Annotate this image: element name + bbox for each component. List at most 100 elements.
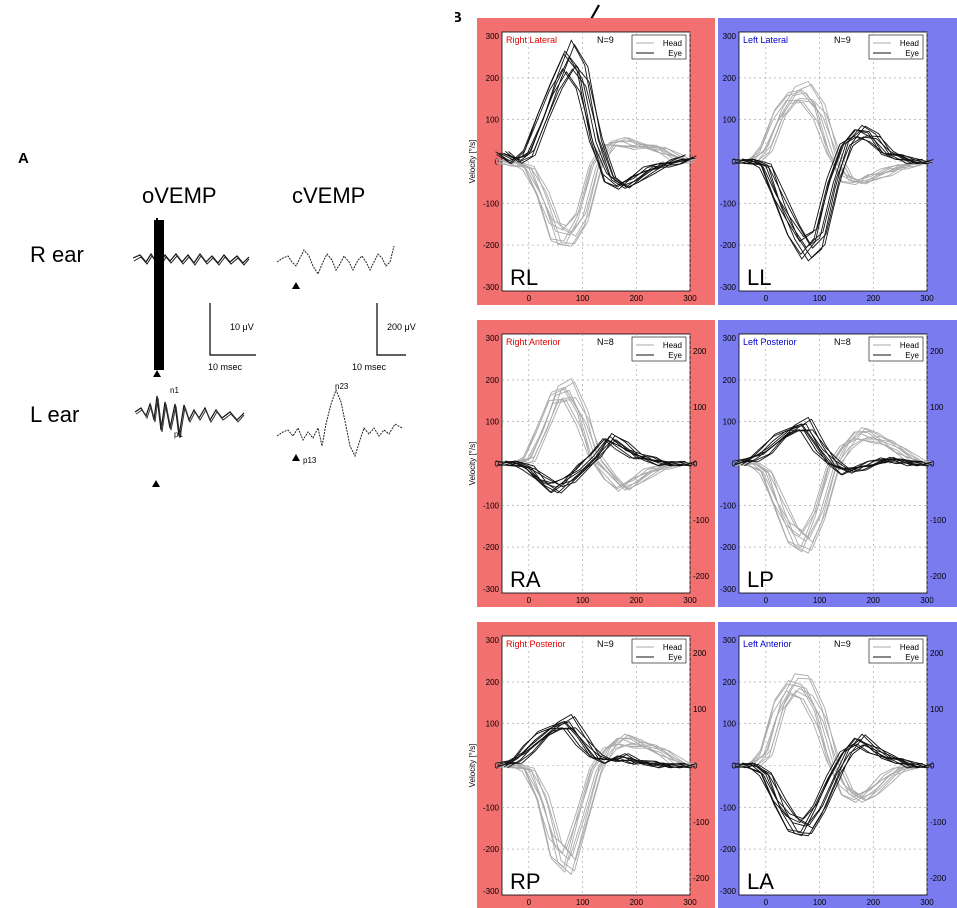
- cvemp-l-ear-trace: [276, 388, 403, 458]
- series-eye-trace: [501, 56, 691, 187]
- x-tick-label: 200: [867, 294, 881, 303]
- y-tick-label: -300: [483, 283, 500, 292]
- y-tick-label: -100: [720, 501, 737, 510]
- right-tick-label: 100: [693, 403, 707, 412]
- plot-area: [738, 635, 928, 896]
- chart-la: 0 100 200 300 300 200 100 0 -100 -200 -300 200 100 0 -…: [718, 622, 957, 908]
- series-head-trace: [499, 743, 688, 849]
- series-eye-trace: [495, 727, 684, 769]
- chart-title: Left Lateral: [743, 35, 788, 45]
- series-head-trace: [732, 438, 921, 537]
- series-head-trace: [495, 743, 684, 854]
- right-tick-label: -100: [930, 818, 947, 827]
- ovemp-header: oVEMP: [142, 183, 217, 208]
- y-tick-label: -300: [720, 585, 737, 594]
- series-eye-trace: [503, 39, 693, 189]
- series-eye-trace: [732, 136, 921, 242]
- x-tick-label: 200: [867, 596, 881, 605]
- y-tick-label: 200: [723, 376, 737, 385]
- x-tick-label: 0: [764, 294, 769, 303]
- series-head-trace: [508, 742, 697, 862]
- y-tick-label: 100: [486, 720, 500, 729]
- sample-size: N=8: [834, 337, 851, 347]
- y-axis-label: Velocity [°/s]: [468, 140, 477, 184]
- series-head-trace: [732, 99, 921, 183]
- x-tick-label: 100: [813, 898, 827, 907]
- series-eye-trace: [745, 429, 934, 473]
- series-eye-trace: [733, 737, 922, 833]
- y-tick-label: -200: [483, 543, 500, 552]
- right-tick-label: 0: [930, 762, 935, 771]
- y-tick-label: -200: [483, 845, 500, 854]
- right-tick-label: -100: [693, 516, 710, 525]
- series-eye-trace: [745, 135, 934, 249]
- x-tick-label: 100: [576, 294, 590, 303]
- y-tick-label: 100: [723, 720, 737, 729]
- right-tick-label: 200: [930, 347, 944, 356]
- panel-code: RA: [510, 567, 541, 592]
- y-tick-label: -200: [720, 241, 737, 250]
- chart-title: Right Anterior: [506, 337, 561, 347]
- y-tick-label: -200: [720, 543, 737, 552]
- series-head-trace: [733, 683, 922, 801]
- right-tick-label: 200: [693, 347, 707, 356]
- series-head-trace: [507, 381, 696, 490]
- y-tick-label: 0: [495, 460, 500, 469]
- x-tick-label: 0: [527, 294, 532, 303]
- peak-n1: n1: [170, 386, 179, 395]
- legend-label: Eye: [905, 49, 919, 58]
- x-tick-label: 100: [576, 596, 590, 605]
- series-head-trace: [744, 677, 933, 801]
- row-label-l-ear: L ear: [30, 402, 79, 427]
- panel-code: LP: [747, 567, 774, 592]
- legend: [631, 638, 687, 664]
- scale-time-cvemp: 10 msec: [352, 362, 387, 372]
- panel-code: LA: [747, 869, 774, 894]
- y-tick-label: 300: [486, 334, 500, 343]
- legend: [631, 336, 687, 362]
- series-eye-trace: [732, 429, 921, 470]
- legend: [868, 638, 924, 664]
- y-tick-label: 300: [486, 636, 500, 645]
- right-tick-label: 0: [693, 762, 698, 771]
- sample-size: N=9: [597, 35, 614, 45]
- series-head-trace: [496, 140, 685, 242]
- x-tick-label: 200: [867, 898, 881, 907]
- series-head-trace: [499, 144, 688, 227]
- x-tick-label: 300: [683, 294, 697, 303]
- series-eye-trace: [733, 129, 922, 256]
- chart-title: Right Lateral: [506, 35, 557, 45]
- x-tick-label: 0: [527, 898, 532, 907]
- series-head-trace: [508, 397, 697, 491]
- panel-code: RP: [510, 869, 541, 894]
- right-tick-label: 100: [693, 705, 707, 714]
- legend: [631, 34, 687, 60]
- legend-label: Eye: [668, 351, 682, 360]
- series-eye-trace: [740, 124, 930, 262]
- stim-marker-ovemp-r: [153, 370, 161, 377]
- panel-a-label: A: [18, 150, 29, 167]
- legend-label: Head: [900, 341, 919, 350]
- y-tick-label: -300: [720, 283, 737, 292]
- legend-label: Eye: [668, 49, 682, 58]
- y-tick-label: -100: [483, 803, 500, 812]
- legend-label: Eye: [668, 653, 682, 662]
- right-tick-label: 200: [693, 649, 707, 658]
- series-eye-trace: [740, 416, 930, 473]
- x-tick-label: 100: [576, 898, 590, 907]
- ovemp-r-ear-trace: [132, 218, 250, 370]
- legend-label: Eye: [905, 351, 919, 360]
- y-tick-label: 100: [723, 116, 737, 125]
- scale-time-ovemp: 10 msec: [208, 362, 243, 372]
- stim-marker-cvemp-l: [292, 454, 300, 461]
- y-tick-label: 0: [732, 762, 737, 771]
- panel-a: A oVEMP cVEMP R ear L ear n1 p1 10 μV 10…: [18, 150, 416, 487]
- x-tick-label: 100: [813, 596, 827, 605]
- sample-size: N=9: [834, 35, 851, 45]
- y-tick-label: 300: [723, 334, 737, 343]
- peak-p1: p1: [174, 430, 183, 439]
- panel-b: B 0 100 200 300 300 200 100 0 -100 -200 -300 Veloci…: [455, 4, 957, 908]
- x-tick-label: 300: [683, 596, 697, 605]
- sample-size: N=8: [597, 337, 614, 347]
- y-tick-label: 300: [486, 32, 500, 41]
